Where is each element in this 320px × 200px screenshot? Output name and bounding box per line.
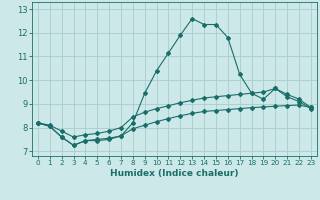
X-axis label: Humidex (Indice chaleur): Humidex (Indice chaleur) <box>110 169 239 178</box>
